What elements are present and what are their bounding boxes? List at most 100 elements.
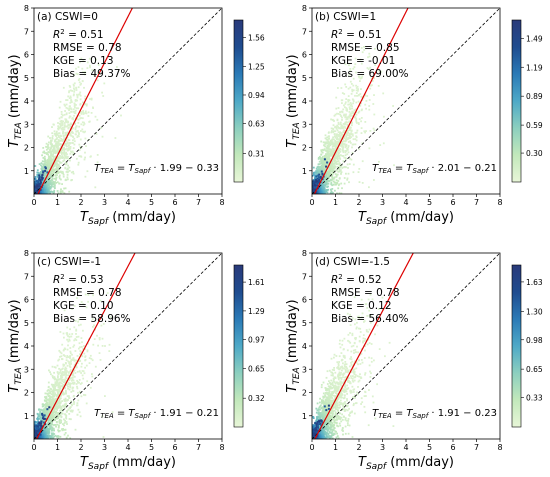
scatter-point: [47, 393, 49, 396]
y-axis-label: TTEA (mm/day): [285, 54, 302, 147]
scatter-point: [77, 161, 80, 164]
one-to-one-line: [312, 8, 500, 194]
scatter-point: [57, 164, 59, 167]
scatter-point: [338, 192, 341, 194]
scatter-point: [345, 118, 348, 121]
scatter-point: [61, 380, 64, 382]
scatter-point: [84, 394, 87, 397]
scatter-point: [70, 335, 73, 338]
scatter-point: [330, 142, 333, 145]
scatter-point: [329, 192, 332, 194]
scatter-point: [55, 162, 57, 165]
scatter-point: [62, 175, 65, 178]
scatter-point: [68, 418, 71, 420]
scatter-point: [348, 73, 351, 76]
scatter-point: [76, 93, 78, 96]
scatter-point: [330, 173, 333, 175]
scatter-point: [333, 181, 336, 184]
scatter-point: [52, 160, 55, 162]
scatter-point: [332, 144, 334, 146]
scatter-point: [57, 376, 59, 379]
scatter-point: [341, 92, 344, 94]
scatter-point: [343, 177, 346, 179]
scatter-point: [337, 107, 340, 109]
eq-tail: · 2.01 − 0.21: [428, 163, 497, 174]
scatter-point: [331, 188, 334, 190]
scatter-point: [59, 134, 62, 137]
scatter-point: [59, 414, 62, 417]
scatter-point: [342, 151, 345, 154]
scatter-point: [351, 110, 354, 113]
scatter-point: [326, 159, 329, 162]
scatter-point: [50, 140, 52, 142]
scatter-point: [333, 165, 336, 167]
scatter-point: [63, 407, 66, 410]
scatter-point: [109, 316, 112, 318]
scatter-point: [361, 182, 364, 184]
scatter-point: [357, 94, 360, 97]
scatter-point: [315, 178, 318, 181]
scatter-point: [71, 379, 73, 382]
scatter-point: [64, 405, 66, 407]
scatter-point: [56, 381, 58, 384]
scatter-point: [46, 398, 49, 401]
scatter-point: [65, 359, 68, 362]
scatter-point: [318, 166, 321, 169]
scatter-point: [52, 392, 55, 395]
scatter-point: [329, 188, 332, 191]
scatter-point: [350, 103, 353, 106]
scatter-point: [73, 403, 75, 405]
scatter-point: [56, 190, 59, 192]
scatter-point: [53, 410, 55, 413]
scatter-point: [326, 142, 328, 145]
eq-lhs-sub: TEA: [100, 167, 114, 175]
scatter-point: [46, 392, 48, 395]
scatter-point: [339, 164, 341, 167]
scatter-point: [47, 157, 50, 160]
scatter-point: [41, 415, 43, 418]
scatter-point: [342, 143, 345, 145]
scatter-point: [332, 158, 335, 160]
scatter-point: [97, 64, 100, 66]
scatter-point: [47, 165, 49, 168]
scatter-point: [64, 397, 67, 400]
scatter-point: [330, 166, 332, 169]
scatter-point: [56, 181, 59, 184]
scatter-point: [62, 393, 65, 396]
scatter-point: [42, 170, 45, 173]
scatter-point: [59, 151, 62, 154]
scatter-point: [337, 138, 340, 141]
stat-r2: R2 = 0.51: [331, 28, 382, 41]
scatter-point: [344, 140, 347, 143]
scatter-point: [341, 144, 344, 147]
scatter-point: [62, 128, 65, 131]
scatter-point: [69, 89, 72, 92]
scatter-point: [80, 372, 82, 374]
scatter-point: [72, 135, 74, 138]
scatter-point: [34, 179, 37, 181]
scatter-point: [345, 107, 348, 109]
scatter-point: [69, 347, 72, 349]
scatter-point: [42, 419, 45, 421]
scatter-point: [326, 189, 328, 191]
scatter-point: [355, 136, 358, 139]
scatter-point: [84, 73, 86, 76]
scatter-point: [69, 125, 72, 128]
scatter-point: [51, 374, 54, 377]
scatter-point: [67, 395, 70, 398]
scatter-point: [87, 111, 90, 114]
y-tick-label: 1: [24, 167, 29, 176]
scatter-point: [84, 359, 86, 362]
scatter-point: [341, 155, 344, 157]
scatter-point: [69, 362, 72, 364]
scatter-point: [80, 130, 82, 132]
scatter-point: [346, 138, 349, 141]
scatter-point: [356, 129, 359, 132]
scatter-point: [337, 121, 340, 124]
scatter-point: [62, 332, 65, 335]
scatter-point: [48, 190, 51, 192]
scatter-point: [48, 424, 51, 427]
scatter-point: [66, 148, 68, 150]
scatter-point: [54, 187, 56, 189]
scatter-point: [349, 117, 352, 120]
